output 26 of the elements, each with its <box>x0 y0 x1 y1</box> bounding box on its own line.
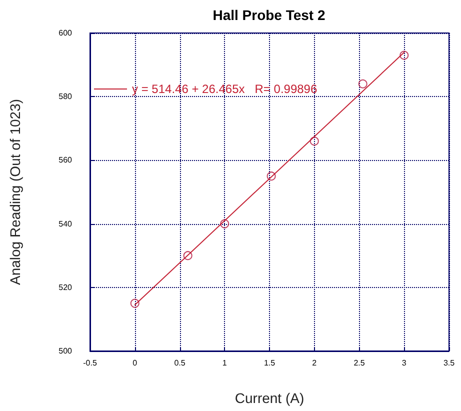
x-tick-label: -0.5 <box>83 358 98 368</box>
x-axis-title: Current (A) <box>234 390 304 406</box>
y-tick-label: 540 <box>58 219 73 228</box>
x-tick-label: 3.5 <box>443 358 456 368</box>
y-tick-label: 560 <box>58 156 73 165</box>
x-tick-label: 3 <box>402 358 407 368</box>
x-tick-label: 0 <box>132 358 138 368</box>
x-tick-label: 0.5 <box>174 358 186 368</box>
point <box>266 172 276 181</box>
x-tick-label: 2 <box>312 358 318 368</box>
y-tick-label: 600 <box>58 28 73 38</box>
point <box>183 251 192 260</box>
point <box>400 50 409 60</box>
point <box>310 136 319 146</box>
point <box>130 298 140 308</box>
y-axis-title: Analog Reading (Out of 1023) <box>7 98 23 286</box>
point <box>358 79 368 88</box>
x-tick-label: 1.5 <box>264 358 276 368</box>
y-tick-label: 500 <box>58 346 73 356</box>
chart-title: Hall Probe Test 2 <box>212 7 326 23</box>
x-tick-label: 2.5 <box>354 358 366 368</box>
x-tick-label: 1 <box>222 358 228 368</box>
legend-label: y = 514.46 + 26.465x R= 0.99896 <box>132 82 318 96</box>
y-tick-label: 520 <box>58 282 73 292</box>
point <box>220 219 230 228</box>
y-tick-label: 580 <box>58 92 73 102</box>
